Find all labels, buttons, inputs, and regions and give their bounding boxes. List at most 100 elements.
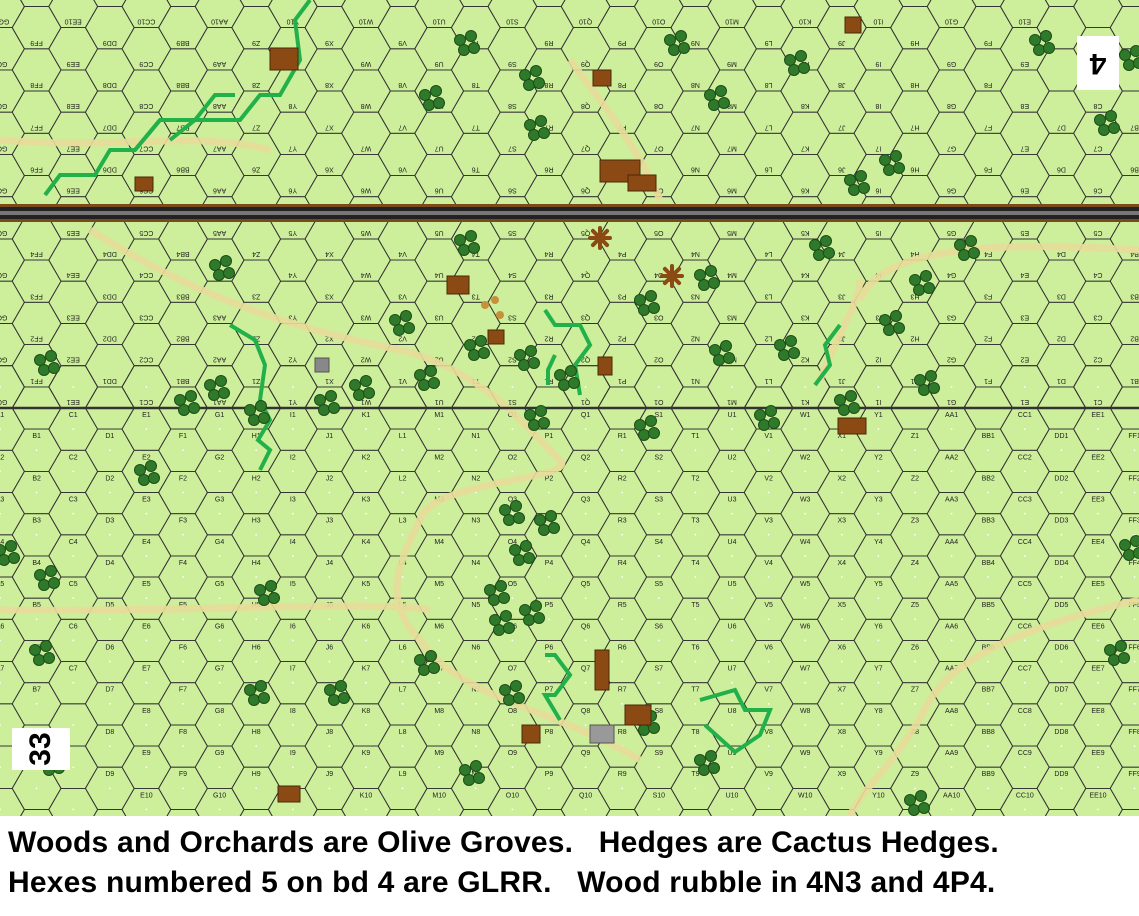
tree-icon — [468, 242, 480, 254]
tree-icon — [838, 404, 850, 416]
hex-center-dot — [438, 428, 441, 431]
hex-label: B5 — [32, 602, 41, 609]
hex-label: FF1 — [30, 377, 43, 384]
hex-label: C4 — [69, 539, 78, 546]
tree-icon — [528, 357, 540, 369]
hex-center-dot — [767, 745, 770, 747]
hex-label: S8 — [508, 102, 517, 109]
tree-icon — [715, 85, 727, 97]
hex-center-dot — [840, 787, 843, 790]
hex-label: I8 — [875, 102, 881, 109]
hex-center-dot — [731, 681, 733, 684]
hex-label: FF3 — [30, 292, 43, 299]
hex-label: V2 — [764, 475, 773, 482]
hex-label: C8 — [1093, 102, 1102, 109]
hex-label: Y3 — [288, 313, 297, 320]
hex-label: G8 — [215, 708, 224, 715]
hex-label: N7 — [471, 687, 480, 694]
tree-icon — [1104, 644, 1116, 656]
tree-icon — [523, 552, 535, 564]
tree-icon — [1118, 652, 1130, 664]
hex-center-dot — [218, 470, 221, 473]
hex-center-dot — [657, 385, 660, 388]
building — [277, 785, 301, 803]
tree-icon — [265, 580, 277, 592]
tree-icon — [464, 339, 476, 351]
olive-grove-cluster — [29, 640, 55, 666]
tree-icon — [188, 402, 200, 414]
hex-label: T8 — [472, 81, 480, 88]
tree-icon — [648, 302, 660, 314]
tree-icon — [709, 344, 721, 356]
tree-icon — [883, 324, 895, 336]
hex-center-dot — [1060, 702, 1063, 705]
hex-label: Q5 — [581, 581, 590, 588]
hex-center-dot — [145, 555, 148, 557]
hex-label: FF1 — [1128, 433, 1139, 440]
hex-center-dot — [218, 639, 221, 642]
tree-icon — [463, 774, 475, 786]
hex-label: AA2 — [945, 454, 958, 461]
hex-center-dot — [584, 766, 587, 769]
hex-label: J1 — [838, 377, 846, 384]
hex-center-dot — [1097, 808, 1099, 811]
olive-grove-cluster — [389, 310, 415, 336]
hex-label: U1 — [728, 412, 737, 419]
hex-label: I10 — [873, 18, 883, 25]
tree-icon — [914, 374, 926, 386]
hex-center-dot — [657, 555, 660, 557]
hex — [1109, 470, 1139, 515]
hex-center-dot — [914, 745, 916, 747]
hex-label: DD7 — [1054, 687, 1068, 694]
hex-label: J8 — [326, 729, 334, 736]
hex-label: C1 — [1093, 398, 1102, 405]
tree-icon — [834, 394, 846, 406]
hex-label: CC2 — [139, 356, 153, 363]
hex-label: K6 — [362, 623, 371, 630]
tree-icon — [1043, 42, 1055, 54]
hex-center-dot — [987, 491, 990, 494]
hex-center-dot — [657, 681, 660, 684]
tree-icon — [720, 340, 732, 352]
hex-label: BB3 — [982, 518, 995, 525]
building — [844, 16, 862, 34]
hex-center-dot — [657, 808, 660, 811]
tree-icon — [174, 394, 186, 406]
tree-icon — [185, 390, 197, 402]
hex-label: Y4 — [874, 539, 883, 546]
hex-label: E6 — [142, 623, 151, 630]
hex-label: B6 — [1130, 166, 1139, 173]
hex-center-dot — [877, 808, 880, 811]
hex-label: Y7 — [874, 666, 883, 673]
hex-center-dot — [987, 787, 990, 790]
olive-grove-cluster — [904, 790, 930, 816]
hex-label: EE4 — [1091, 539, 1104, 546]
hex-label: P2 — [618, 335, 627, 342]
tree-icon — [465, 30, 477, 42]
hex-label: P3 — [618, 292, 627, 299]
hex-center-dot — [401, 702, 404, 705]
hex-label: F8 — [179, 729, 187, 736]
hex-center-dot — [511, 470, 514, 473]
hex-label: G9 — [947, 60, 956, 67]
hex-label: E9 — [142, 750, 151, 757]
hex-center-dot — [877, 766, 880, 769]
hex-label: V6 — [398, 166, 407, 173]
hex-label: X5 — [838, 602, 847, 609]
tree-icon — [675, 30, 687, 42]
hex-label: Z3 — [252, 292, 260, 299]
hex-label: Z8 — [252, 81, 260, 88]
game-map[interactable]: A1 A2 A3 A4 A5 A6 A7 B1 B2 B3 B4 B5 B6 B7 C1 C2 C3 C4 C5 C6… — [0, 0, 1139, 816]
hex-label: U7 — [435, 144, 444, 151]
hex-label: N4 — [691, 250, 700, 257]
hex-label: EE6 — [1091, 623, 1104, 630]
hex-label: FF8 — [30, 81, 43, 88]
hex-label: H3 — [252, 518, 261, 525]
hex-center-dot — [145, 724, 148, 726]
hex-center-dot — [401, 533, 404, 536]
tree-icon — [400, 310, 412, 322]
hex-center-dot — [1133, 576, 1136, 578]
tree-icon — [890, 310, 902, 322]
tree-icon — [823, 247, 835, 259]
hex-label: M6 — [434, 623, 444, 630]
